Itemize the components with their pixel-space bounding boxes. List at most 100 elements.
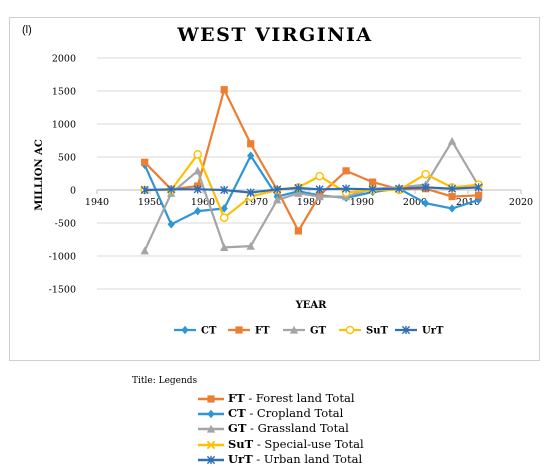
legend-code: GT — [228, 421, 247, 436]
data-point-FT-1992 — [369, 178, 377, 186]
legend-swatch-marker-UrT — [206, 455, 216, 464]
data-point-FT-1964 — [220, 86, 228, 94]
data-point-GT-1964 — [220, 243, 229, 252]
y-axis-label: MILLION AC — [34, 139, 45, 211]
x-tick-label: 1950 — [138, 197, 162, 208]
data-point-FT-2007 — [448, 193, 456, 201]
data-point-SuT-1964 — [219, 213, 229, 223]
data-point-UrT-2012 — [474, 183, 483, 192]
legend-swatch-CT — [198, 409, 224, 419]
legend-description: - Grassland Total — [246, 421, 349, 436]
series-line-GT — [143, 140, 480, 252]
legend-marker-GT — [289, 325, 299, 334]
gridlines — [97, 57, 521, 290]
legend-description: - Forest land Total — [244, 391, 355, 405]
legend-description: - Urban land Total — [252, 451, 363, 466]
legend-row-FT: FT - Forest land Total — [196, 391, 516, 406]
x-tick-label: 1940 — [85, 197, 109, 208]
legend-row-CT: CT - Cropland Total — [196, 406, 516, 421]
legend-marker-SuT — [345, 325, 355, 335]
legend-code: FT — [228, 391, 245, 405]
y-tick-label: -1000 — [49, 252, 76, 263]
axes: 2000 1500 1000 500 0 -500 -1000 -1500 1940 1950 19… — [49, 54, 533, 296]
x-tick-label: 1990 — [350, 197, 374, 208]
series-line-CT — [143, 154, 479, 226]
data-point-CT-1969 — [247, 151, 255, 160]
data-point-GT-1974 — [273, 195, 282, 204]
data-point-SuT-1959 — [193, 150, 202, 159]
data-point-UrT-2002 — [421, 183, 430, 192]
series-line-FT — [143, 88, 479, 232]
legend-label-FT: FT — [255, 326, 270, 337]
data-point-CT-1954 — [167, 220, 175, 229]
legend-row-GT: GT - Grassland Total — [196, 421, 516, 436]
legend-label-CT: CT — [201, 326, 217, 337]
legend-swatch-marker-FT — [207, 395, 215, 403]
data-point-GT-1969 — [246, 241, 255, 250]
data-point-SuT-1982 — [315, 171, 324, 181]
data-point-UrT-1969 — [246, 188, 255, 197]
series-line-UrT — [144, 186, 479, 194]
legend-title: Title: Legends — [132, 376, 198, 386]
chart-title: WEST VIRGINIA — [177, 24, 373, 46]
legend-label-SuT: SuT — [366, 326, 388, 337]
series-UrT — [140, 183, 483, 197]
data-point-FT-2012 — [475, 191, 483, 199]
legend-swatch-marker-GT — [206, 425, 216, 433]
legend-label-UrT: UrT — [422, 326, 444, 337]
panel-letter: (l) — [22, 24, 32, 36]
data-point-UrT-1987 — [342, 184, 351, 193]
legend-swatch-GT — [198, 425, 224, 433]
x-tick-label: 2000 — [403, 197, 427, 208]
legend-code: UrT — [228, 451, 253, 466]
data-point-UrT-1949 — [140, 185, 149, 195]
legend-swatch-SuT — [198, 440, 224, 449]
legend-label-GT: GT — [310, 326, 327, 337]
data-point-CT-2002 — [422, 199, 430, 208]
x-tick-label: 1960 — [191, 197, 215, 208]
y-tick-label: 0 — [70, 186, 76, 197]
legend-description: - Special-use Total — [253, 436, 364, 451]
data-point-GT-1978 — [294, 189, 303, 197]
data-point-GT-2007 — [447, 136, 457, 145]
x-axis-label: YEAR — [295, 300, 328, 311]
legend-marker-CT — [181, 325, 189, 335]
legend-swatch-FT — [198, 395, 224, 403]
data-point-CT-1959 — [194, 206, 202, 216]
series-layer — [140, 86, 483, 255]
data-point-UrT-1978 — [294, 183, 303, 193]
data-point-GT-1982 — [315, 192, 324, 201]
data-point-FT-1969 — [247, 140, 255, 148]
chart-legend: CT FT GT SuT UrT — [174, 326, 444, 337]
data-point-SuT-2002 — [421, 169, 430, 179]
legend-code: SuT — [228, 436, 254, 451]
series-GT — [140, 136, 483, 255]
x-tick-label: 1980 — [297, 197, 321, 208]
data-point-FT-1949 — [141, 158, 149, 166]
y-tick-label: 2000 — [52, 54, 76, 65]
legend-swatch-marker-CT — [207, 409, 215, 419]
legend-description: - Cropland Total — [245, 406, 344, 421]
series-line-SuT — [144, 153, 479, 219]
y-tick-label: 1000 — [52, 120, 76, 131]
legend-marker-FT — [235, 326, 243, 334]
data-point-GT-1959 — [193, 166, 202, 175]
y-tick-label: -500 — [55, 219, 76, 230]
legend-marker-UrT — [401, 325, 411, 335]
data-point-CT-2012 — [475, 195, 483, 205]
data-point-UrT-1997 — [395, 184, 404, 193]
data-point-UrT-1974 — [273, 185, 282, 194]
legend-code: CT — [228, 406, 246, 421]
x-tick-label: 1970 — [244, 197, 268, 208]
data-point-CT-2007 — [448, 204, 456, 213]
data-point-UrT-1959 — [193, 185, 202, 194]
data-point-GT-1949 — [140, 246, 149, 255]
y-tick-label: 500 — [58, 153, 76, 164]
legend-swatch-marker-SuT — [206, 440, 216, 449]
data-point-UrT-1992 — [368, 185, 377, 194]
y-tick-label: 1500 — [52, 87, 76, 98]
data-point-UrT-1982 — [315, 185, 324, 194]
x-tick-label: 2020 — [509, 197, 533, 208]
data-point-UrT-2007 — [448, 184, 457, 193]
